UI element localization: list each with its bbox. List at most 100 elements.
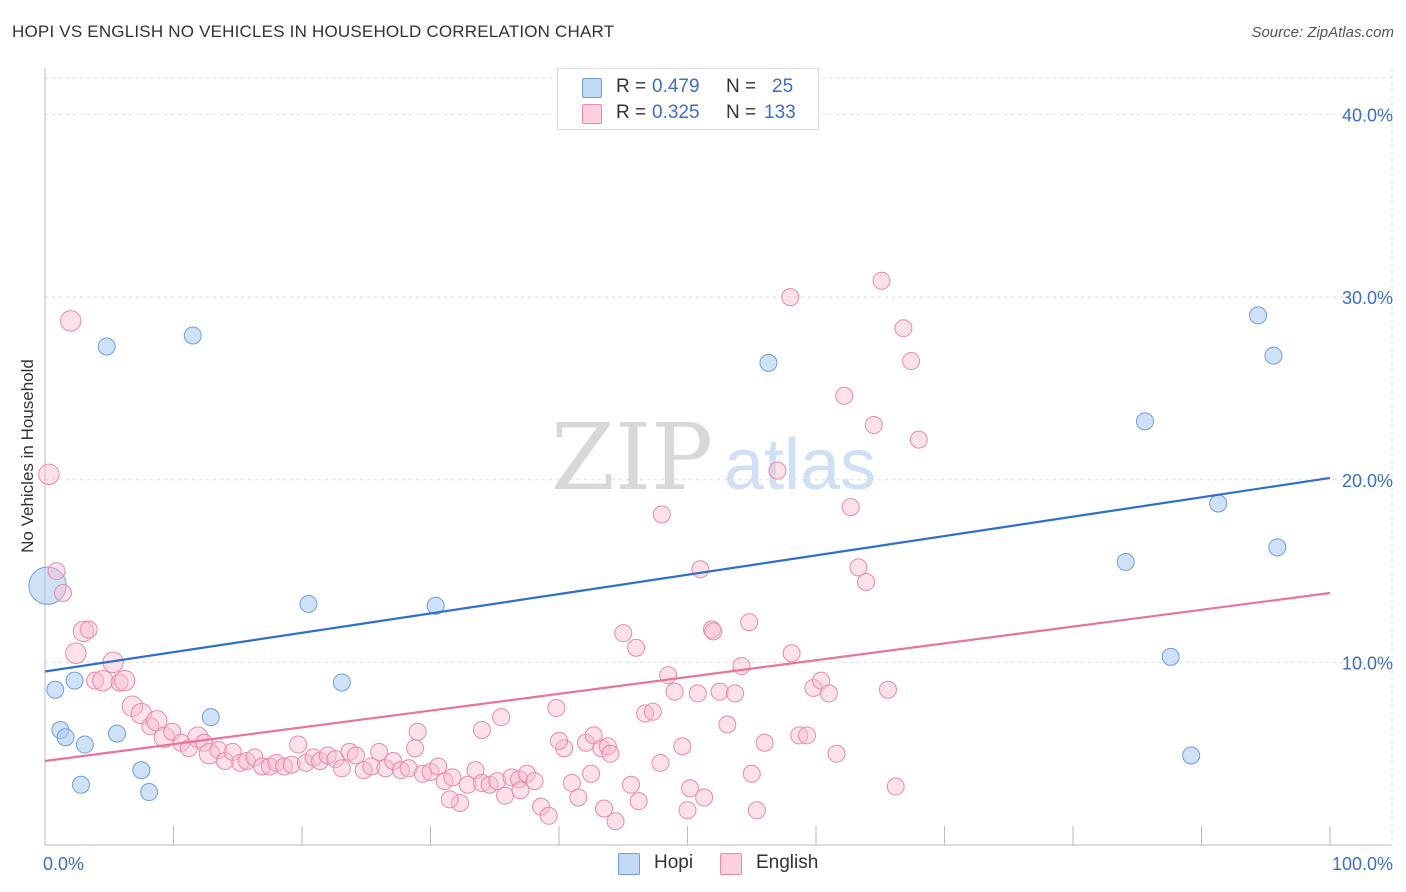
legend-n-value: 133 [764,102,796,123]
english-point [841,498,860,517]
english-point [627,638,646,657]
english-point [695,788,714,807]
hopi-legend-swatch [618,853,640,875]
hopi-point [46,680,65,699]
hopi-point [28,566,67,605]
english-point [726,684,745,703]
english-point [362,757,381,776]
english-legend-label: English [756,852,819,873]
english-point [253,757,272,776]
english-point [275,757,294,776]
english-point [688,684,707,703]
english-point [878,680,897,699]
english-point [857,573,876,592]
hopi-point [759,353,778,372]
english-point [79,620,98,639]
english-point [413,764,432,783]
english-point [710,682,729,701]
english-point [496,786,515,805]
english-point [819,684,838,703]
hopi-point [132,761,151,780]
english-point [525,772,544,791]
english-point [399,759,418,778]
trend-lines [44,476,1331,763]
english-point [651,753,670,772]
hopi-point [299,594,318,613]
english-point [289,735,308,754]
english-point [691,560,710,579]
y-tick-label: 40.0% [1342,106,1393,126]
english-point [718,715,737,734]
english-point [406,739,425,758]
english-point [909,430,928,449]
english-point [673,737,692,756]
hopi-point [1161,647,1180,666]
english-point [606,812,625,831]
english-point [594,799,613,818]
english-point [704,622,723,641]
hopi-legend-label: Hopi [654,852,694,873]
y-axis-label: No Vehicles in Household [18,359,37,553]
english-point [755,733,774,752]
english-point [282,755,301,774]
english-point [195,733,214,752]
y-tick-label: 20.0% [1342,471,1393,491]
watermark-atlas: atlas [724,425,876,505]
english-point [53,583,72,602]
hopi-point [1182,746,1201,765]
hopi-point [1264,346,1283,365]
english-point [569,788,588,807]
english-point [601,744,620,763]
english-point [38,463,60,485]
english-point [47,562,66,581]
english-point [894,319,913,338]
english-point [376,759,395,778]
english-point [790,726,809,745]
english-point [886,777,905,796]
hopi-point [56,728,75,747]
english-point [598,737,617,756]
english-swatch [582,104,602,124]
chart-source: Source: ZipAtlas.com [1251,24,1394,41]
english-point [621,775,640,794]
hopi-trend-line [44,476,1331,673]
english-point [864,415,883,434]
y-tick-label: 30.0% [1342,288,1393,308]
hopi-point [65,671,84,690]
english-point [92,669,114,692]
english-point [86,671,105,690]
data-points [28,271,1287,831]
english-point [629,792,648,811]
tick-labels: 10.0% 20.0% 30.0% 40.0% 0.0% 100.0% [43,106,1393,874]
english-point [550,731,568,750]
english-point [110,673,129,692]
english-point [231,753,250,772]
hopi-point [107,724,126,743]
hopi-point [75,735,94,754]
english-point [346,746,365,765]
english-point [872,271,891,290]
english-point [732,657,751,676]
english-point [636,704,655,723]
hopi-point [426,596,445,615]
english-point [592,739,611,758]
english-point [59,310,82,332]
hopi-point [201,708,220,727]
gridlines [45,68,1393,845]
watermark-zip: ZIP [551,404,713,511]
hopi-point [71,775,90,794]
english-point [768,461,787,480]
english-point [643,702,662,721]
english-point [326,750,345,769]
correlation-legend: R = 0.479 N = 25 R = 0.325 N = 133 [557,68,819,130]
english-point [65,642,87,664]
english-point [245,748,264,767]
axes [44,68,1392,846]
hopi-point [1135,412,1154,431]
x-tick-label: 0.0% [43,854,84,874]
legend-r-label: R = [616,76,647,97]
english-point [113,669,136,692]
english-point [332,759,351,778]
english-point [582,764,601,783]
english-trend-line [44,591,1331,763]
